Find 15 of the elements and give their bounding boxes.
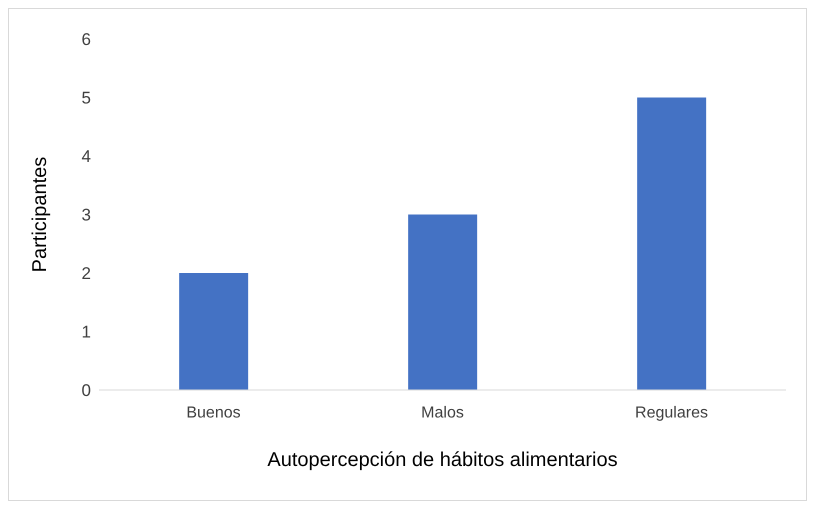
x-axis-title: Autopercepción de hábitos alimentarios — [267, 449, 618, 471]
y-tick-label: 0 — [82, 381, 91, 400]
y-tick-label: 3 — [82, 206, 91, 225]
bar — [408, 214, 478, 390]
y-tick-label: 1 — [82, 322, 91, 342]
y-tick-label: 5 — [82, 88, 91, 108]
y-tick-label: 2 — [82, 264, 91, 284]
y-axis-title: Participantes — [29, 156, 52, 272]
x-tick-label: Regulares — [635, 404, 708, 422]
y-tick-label: 4 — [82, 147, 91, 166]
x-tick-label: Malos — [421, 404, 464, 422]
x-tick-label: Buenos — [186, 404, 241, 422]
bar — [637, 98, 706, 390]
bar — [179, 273, 248, 390]
y-tick-label: 6 — [82, 30, 91, 50]
